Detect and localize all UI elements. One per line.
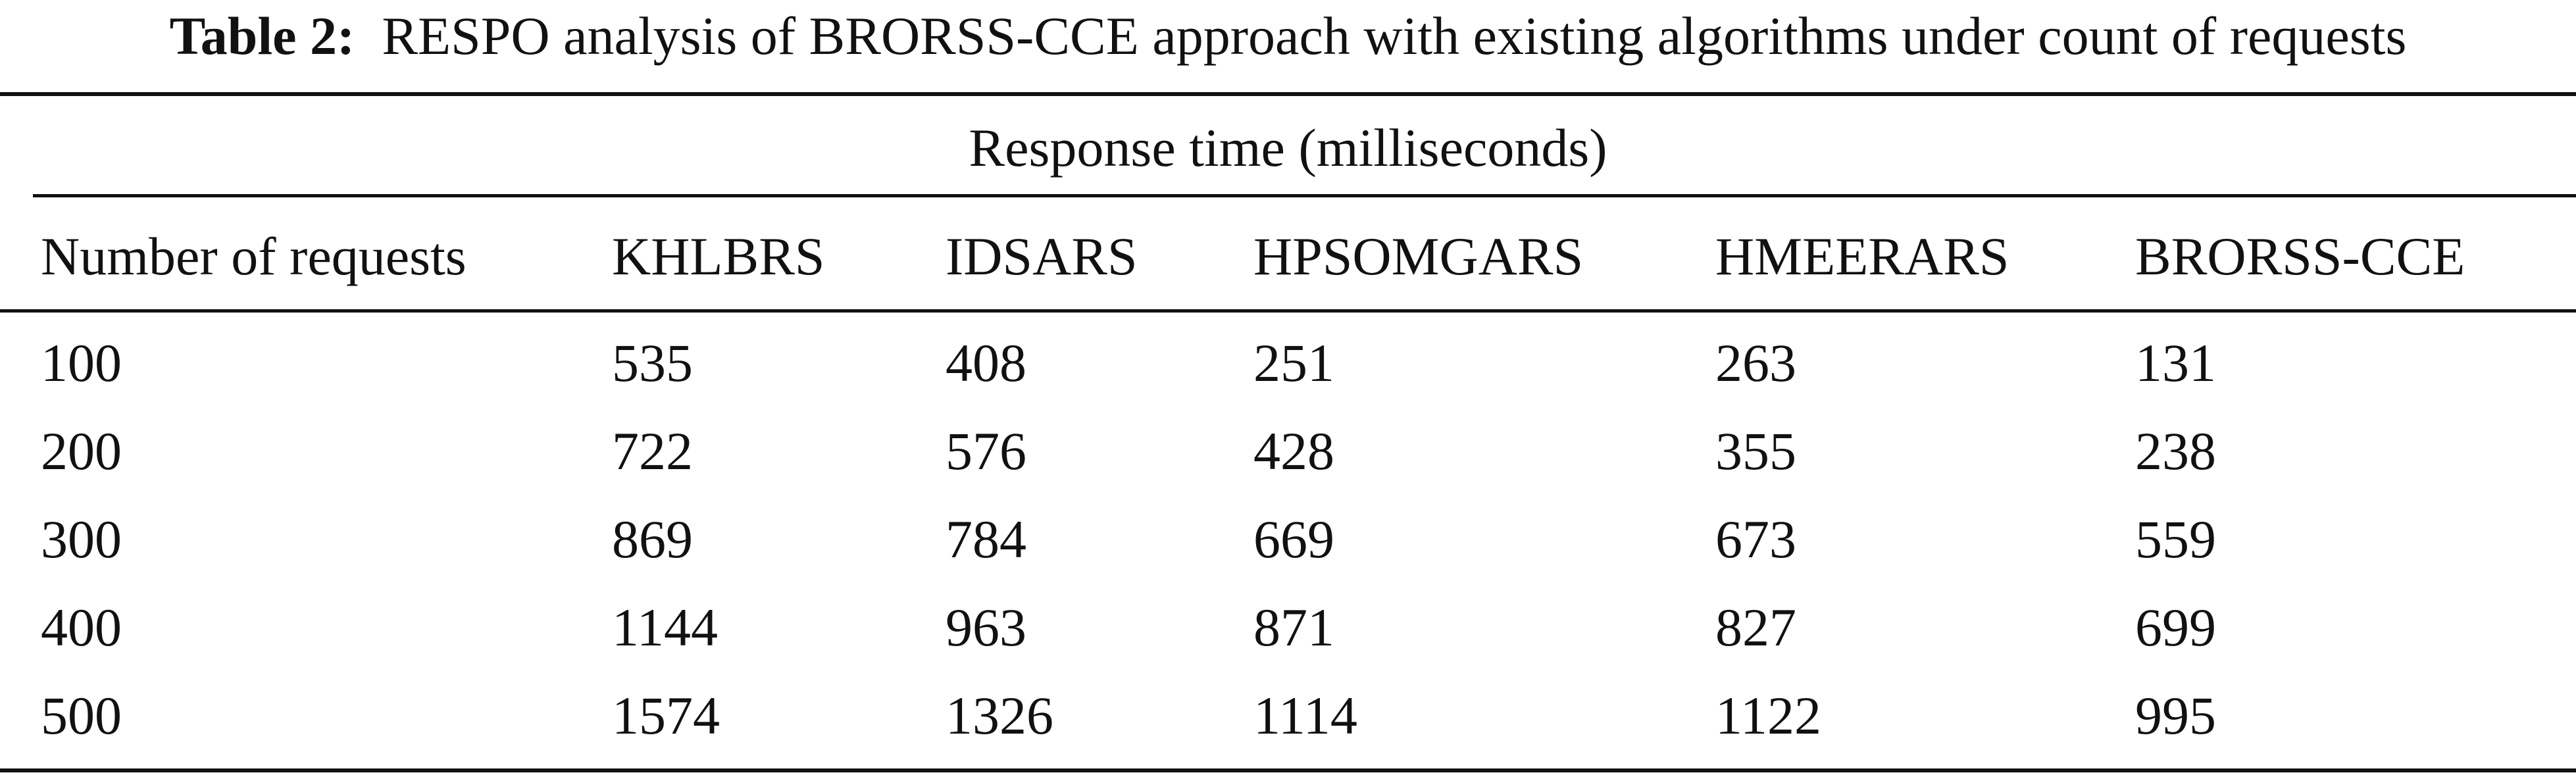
table-cell: 1114 <box>1253 686 1357 745</box>
table-cell: 784 <box>946 509 1026 569</box>
table-cell: 669 <box>1253 509 1334 569</box>
table-row: 100 535 408 251 263 131 <box>0 319 2576 407</box>
table-cell: 200 <box>41 421 122 481</box>
table-row: 300 869 784 669 673 559 <box>0 495 2576 584</box>
table-cell: 869 <box>612 509 693 569</box>
group-header-rule <box>33 194 2576 197</box>
column-header: KHLBRS <box>612 226 825 286</box>
table-cell: 355 <box>1715 421 1796 481</box>
column-header: BRORSS-CCE <box>2135 226 2465 286</box>
table-cell: 995 <box>2135 686 2216 745</box>
table-cell: 535 <box>612 333 693 393</box>
table-row: 200 722 576 428 355 238 <box>0 407 2576 495</box>
table-cell: 400 <box>41 597 122 657</box>
table-row: 500 1574 1326 1114 1122 995 <box>0 672 2576 760</box>
table-caption: Table 2: RESPO analysis of BRORSS-CCE ap… <box>0 0 2576 72</box>
table-cell: 1122 <box>1715 686 1821 745</box>
table-cell: 1326 <box>946 686 1053 745</box>
table-row: 400 1144 963 871 827 699 <box>0 584 2576 672</box>
table-cell: 263 <box>1715 333 1796 393</box>
table-cell: 251 <box>1253 333 1334 393</box>
table-cell: 871 <box>1253 597 1334 657</box>
table-cell: 576 <box>946 421 1026 481</box>
column-header: IDSARS <box>946 226 1138 286</box>
column-header: HPSOMGARS <box>1253 226 1584 286</box>
table-cell: 699 <box>2135 597 2216 657</box>
table-cell: 559 <box>2135 509 2216 569</box>
column-header: HMEERARS <box>1715 226 2009 286</box>
table-cell: 131 <box>2135 333 2216 393</box>
column-header: Number of requests <box>41 226 467 286</box>
table-cell: 1144 <box>612 597 718 657</box>
table-cell: 238 <box>2135 421 2216 481</box>
table-cell: 963 <box>946 597 1026 657</box>
caption-text: RESPO analysis of BRORSS-CCE approach wi… <box>382 6 2407 66</box>
bottom-rule <box>0 768 2576 772</box>
table-cell: 722 <box>612 421 693 481</box>
table-cell: 1574 <box>612 686 720 745</box>
table-cell: 827 <box>1715 597 1796 657</box>
table-cell: 100 <box>41 333 122 393</box>
group-header: Response time (milliseconds) <box>969 118 1607 178</box>
table-cell: 408 <box>946 333 1026 393</box>
column-header-row: Number of requests KHLBRS IDSARS HPSOMGA… <box>0 204 2576 309</box>
table-cell: 300 <box>41 509 122 569</box>
header-rule <box>0 309 2576 313</box>
table-cell: 673 <box>1715 509 1796 569</box>
table-cell: 428 <box>1253 421 1334 481</box>
table-cell: 500 <box>41 686 122 745</box>
top-rule <box>0 92 2576 96</box>
caption-label: Table 2: <box>169 6 355 66</box>
